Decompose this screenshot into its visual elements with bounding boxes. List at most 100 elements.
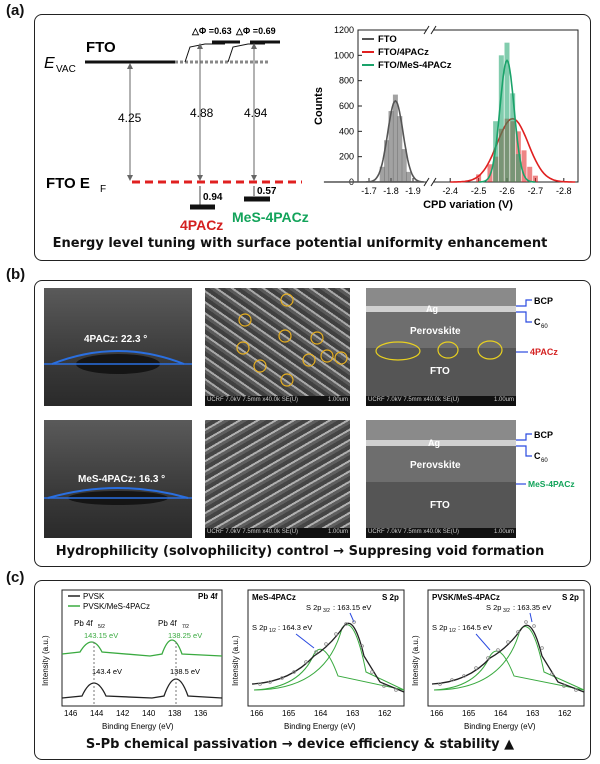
sem-footer-3: UCRF 7.0kV 7.5mm x40.0k SE(U) (207, 529, 299, 535)
dphi-4pacz: △Φ =0.63 (191, 26, 232, 36)
histogram-bar (406, 171, 412, 182)
s-pvsk-xtick-2: 164 (494, 709, 508, 718)
contact-angle-4pacz: 4PACz: 22.3 ° (84, 334, 148, 345)
s-pvsk-scatter (438, 620, 578, 692)
x-tick-label: -2.4 (442, 186, 458, 196)
s2p-mes-spectrum: Intensity (a.u.) MeS-4PACz S 2p S 2p 3/2… (231, 589, 405, 731)
layer-perovskite-1: Perovskite (410, 326, 461, 337)
y-tick-label: 200 (339, 152, 354, 162)
s-pvsk-xtick-0: 166 (430, 709, 444, 718)
panel-c-label: (c) (6, 569, 25, 586)
s-pvsk-ylabel: Intensity (a.u.) (411, 635, 420, 686)
axis-break-mark (423, 25, 430, 35)
gap-fto: 4.25 (118, 111, 142, 125)
pb-e1-mes: 143.15 eV (84, 631, 118, 640)
s-pvsk-p12-sub: 1/2 (449, 628, 456, 634)
axis-break-mark (423, 177, 430, 187)
s-mes-ylabel: Intensity (a.u.) (231, 635, 240, 686)
axis-break-gap (427, 26, 433, 34)
pb-xtick-3: 140 (142, 709, 156, 718)
s-mes-p12: S 2p (252, 623, 267, 632)
y-tick-label: 600 (339, 101, 354, 111)
step-4pacz (184, 43, 225, 63)
sem-scale-3: 1.00um (327, 529, 348, 535)
x-axis-label: CPD variation (V) (423, 199, 513, 211)
histogram-bar (384, 140, 390, 182)
gap-4pacz: 4.88 (190, 106, 214, 120)
panel-c-caption: S-Pb chemical passivation → device effic… (85, 737, 515, 752)
sem-footer-4: UCRF 7.0kV 7.5mm x40.0k SE(U) (368, 529, 460, 535)
contact-angle-mes-image: MeS-4PACz: 16.3 ° (44, 420, 192, 538)
pb-e2-pvsk: 138.5 eV (170, 667, 200, 676)
panel-a-label: (a) (6, 2, 25, 19)
panel-b-caption: Hydrophilicity (solvophilicity) control … (55, 544, 545, 559)
histogram-bar (476, 174, 482, 182)
s-mes-p32: S 2p (306, 603, 321, 612)
contact-angle-4pacz-image: 4PACz: 22.3 ° (44, 288, 192, 406)
s-mes-p32-val: : 163.15 eV (333, 603, 371, 612)
layer-c60-1: C (534, 317, 541, 327)
fit-curve (323, 99, 425, 183)
s-pvsk-title: S 2p (562, 593, 579, 602)
histogram-bar (504, 42, 510, 183)
x-tick-label: -1.9 (405, 186, 421, 196)
panel-a-caption: Energy level tuning with surface potenti… (52, 236, 548, 251)
layer-fto-1: FTO (430, 366, 450, 377)
offset-mes: 0.57 (257, 186, 277, 197)
s-pvsk-xlabel: Binding Energy (eV) (464, 722, 536, 731)
s-mes-scatter (258, 620, 398, 692)
s-pvsk-p12-val: : 164.5 eV (458, 623, 492, 632)
pb-peak1-sub: 5/2 (98, 624, 105, 630)
y-tick-label: 1000 (334, 50, 354, 60)
histogram-bar (521, 150, 527, 182)
s-pvsk-xtick-3: 163 (526, 709, 540, 718)
s-pvsk-xtick-1: 165 (462, 709, 476, 718)
layer-c60-2: C (534, 451, 541, 461)
s-mes-name: MeS-4PACz (252, 593, 296, 602)
histogram-bar (401, 149, 407, 182)
histogram-bar (388, 111, 394, 182)
legend-entry: FTO/MeS-4PACz (378, 60, 452, 71)
axis-break-mark (430, 25, 437, 35)
pb-e2-mes: 138.25 eV (168, 631, 202, 640)
layer-sam-4pacz: 4PACz (530, 347, 558, 357)
layer-annotations-2: BCP C 60 MeS-4PACz (516, 430, 575, 489)
pb-xtick-1: 144 (90, 709, 104, 718)
legend-entry: FTO/4PACz (378, 47, 429, 58)
axis-break-gap (427, 178, 433, 186)
histogram-bar (392, 94, 398, 182)
pb-peak2-label: Pb 4f (158, 619, 177, 628)
layer-c60-sub-1: 60 (541, 324, 548, 330)
s-mes-xtick-3: 163 (346, 709, 360, 718)
pb-4f-spectrum: Intensity (a.u.) PVSK PVSK/MeS-4PACz Pb … (41, 589, 223, 731)
step-mes (227, 43, 265, 63)
s-pvsk-p32-val: : 163.35 eV (513, 603, 551, 612)
y-tick-label: 400 (339, 126, 354, 136)
histogram-bar (532, 175, 538, 182)
x-tick-label: -1.8 (383, 186, 399, 196)
pb-xtick-4: 138 (168, 709, 182, 718)
s-pvsk-xtick-4: 162 (558, 709, 572, 718)
panel-b-label: (b) (6, 266, 26, 283)
axis-break-mark (430, 177, 437, 187)
pb-legend-2: PVSK/MeS-4PACz (83, 602, 150, 611)
gap-mes: 4.94 (244, 106, 268, 120)
layer-c60-sub-2: 60 (541, 458, 548, 464)
s-mes-xlabel: Binding Energy (eV) (284, 722, 356, 731)
sem-top-4pacz-image: UCRF 7.0kV 7.5mm x40.0k SE(U) 1.00um (205, 288, 350, 406)
sem-footer-2: UCRF 7.0kV 7.5mm x40.0k SE(U) (368, 397, 460, 403)
s-pvsk-p12: S 2p (432, 623, 447, 632)
s-pvsk-p32: S 2p (486, 603, 501, 612)
fto-label: FTO (86, 39, 116, 56)
layer-annotations-1: BCP C 60 4PACz (516, 296, 558, 357)
contact-angle-mes: MeS-4PACz: 16.3 ° (78, 474, 166, 485)
offset-4pacz: 0.94 (203, 192, 223, 203)
ef-label: FTO E (46, 175, 90, 192)
layer-ag-2: Ag (428, 438, 440, 448)
histogram-bar (510, 93, 516, 182)
dphi-mes: △Φ =0.69 (235, 26, 276, 36)
x-tick-label: -2.6 (499, 186, 515, 196)
sem-top-mes-image: UCRF 7.0kV 7.5mm x40.0k SE(U) 1.00um (205, 420, 350, 538)
panel-a-frame (34, 14, 591, 261)
